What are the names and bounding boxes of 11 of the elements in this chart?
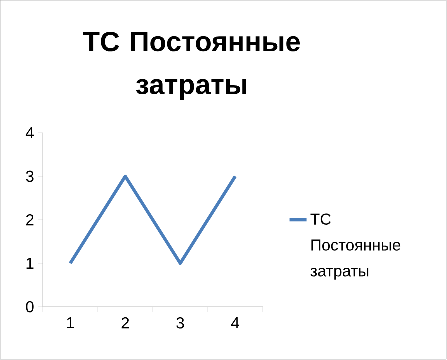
x-tick-label: 1 (67, 318, 74, 328)
x-tick-label: 3 (176, 318, 184, 329)
x-tick-label: 4 (231, 318, 240, 328)
legend-label: ТС Постоянные затраты (310, 214, 401, 280)
y-tick-label: 4 (26, 128, 34, 138)
y-tick-label: 0 (26, 301, 34, 313)
y-tick-label: 3 (26, 170, 34, 182)
y-tick-label: 2 (26, 214, 34, 226)
x-tick-label: 2 (122, 318, 130, 329)
y-tick-label: 1 (26, 258, 34, 269)
chart-title: ТС Постоянные затраты (83, 32, 300, 100)
